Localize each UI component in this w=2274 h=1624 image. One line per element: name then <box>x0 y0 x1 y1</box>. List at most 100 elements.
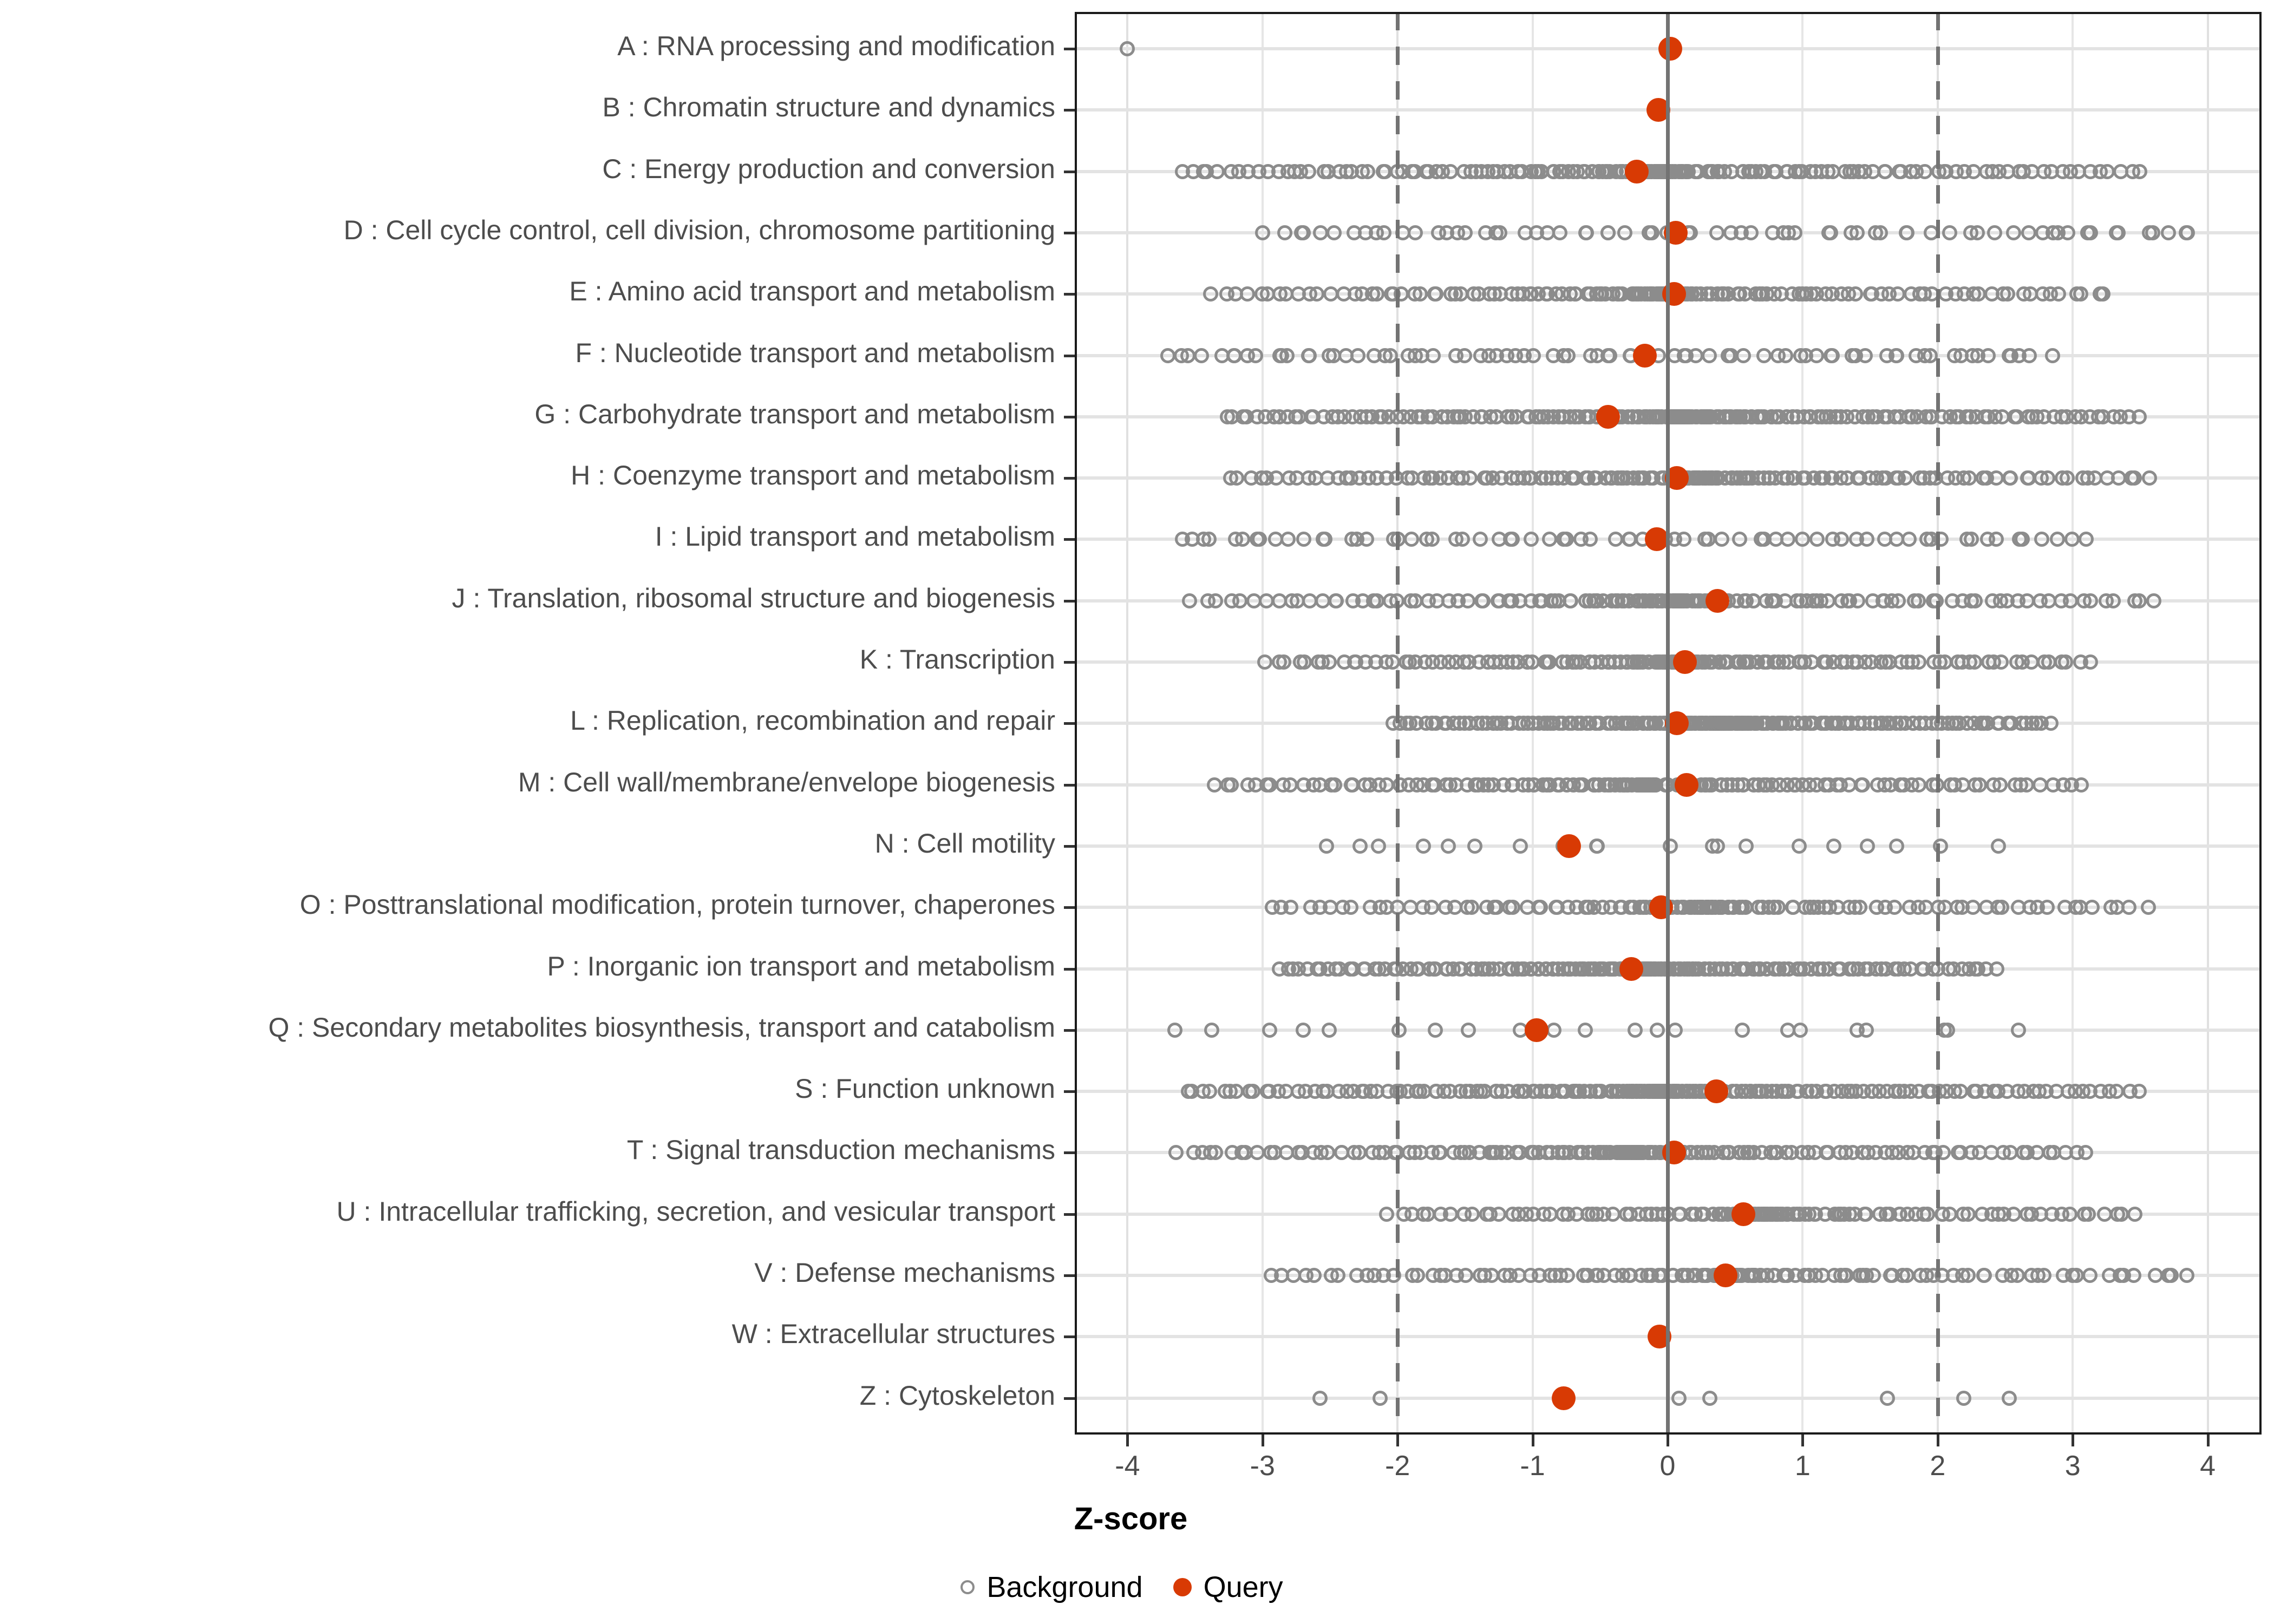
x-axis-tick-label: 2 <box>1930 1450 1946 1482</box>
background-point <box>1440 838 1456 854</box>
y-axis-tick-mark <box>1064 415 1075 418</box>
background-point <box>1734 1022 1750 1038</box>
background-point <box>1552 225 1568 240</box>
background-point <box>2127 470 2142 486</box>
x-axis-tick-mark <box>2072 1435 2075 1446</box>
background-point <box>1234 532 1250 547</box>
background-point <box>1970 225 1985 240</box>
query-point <box>1704 1079 1728 1104</box>
background-point <box>2050 532 2066 547</box>
x-axis-title: Z-score <box>1074 1501 1188 1536</box>
background-point <box>2105 593 2121 608</box>
background-point <box>1282 777 1298 793</box>
background-point <box>1467 838 1482 854</box>
background-point <box>1780 532 1796 547</box>
background-point <box>1513 838 1528 854</box>
background-point <box>1370 838 1386 854</box>
x-axis-tick-label: -3 <box>1250 1450 1275 1482</box>
x-axis-tick-label: -1 <box>1520 1450 1545 1482</box>
background-point <box>1866 1268 1881 1283</box>
background-point <box>1322 1022 1337 1038</box>
background-point <box>1578 225 1593 240</box>
background-point <box>1245 1084 1261 1099</box>
background-point <box>1428 286 1443 302</box>
background-point <box>1503 532 1519 547</box>
y-axis-tick-mark <box>1064 477 1075 480</box>
background-point <box>2060 225 2075 240</box>
background-point <box>1120 41 1135 56</box>
y-axis-tick-label: T : Signal transduction mechanisms <box>626 1135 1055 1165</box>
y-axis-tick-mark <box>1064 231 1075 234</box>
background-point <box>1206 777 1222 793</box>
x-axis-tick-mark <box>1396 1435 1400 1446</box>
background-point <box>1373 1390 1388 1406</box>
background-point <box>1989 961 2005 977</box>
query-point <box>1632 343 1657 368</box>
background-point <box>2009 1268 2025 1283</box>
background-point <box>1968 593 1983 608</box>
background-point <box>2110 225 2126 240</box>
background-point <box>1919 532 1935 547</box>
background-point <box>1407 225 1423 240</box>
y-axis-tick-label: H : Coenzyme transport and metabolism <box>571 460 1055 491</box>
background-point <box>1295 1022 1311 1038</box>
background-point <box>1526 348 1541 363</box>
background-point <box>1208 1145 1224 1161</box>
y-axis-tick-mark <box>1064 1397 1075 1400</box>
y-axis-tick-mark <box>1064 906 1075 909</box>
background-point <box>1461 1022 1476 1038</box>
chart-legend: Background Query <box>0 1567 2274 1604</box>
background-point <box>2039 900 2055 915</box>
background-point <box>1319 838 1335 854</box>
dashed-reference-line <box>1936 12 1940 1435</box>
background-point <box>2021 348 2037 363</box>
background-point <box>1847 286 1863 302</box>
y-axis-tick-mark <box>1064 1274 1075 1277</box>
background-point <box>2079 532 2094 547</box>
legend-label: Background <box>986 1570 1143 1603</box>
plot-panel <box>1075 12 2262 1435</box>
x-axis-tick-mark <box>1936 1435 1939 1446</box>
background-point <box>1991 838 2007 854</box>
background-point <box>2057 654 2073 670</box>
y-axis-tick-label: O : Posttranslational modification, prot… <box>299 889 1055 920</box>
background-point <box>1239 286 1255 302</box>
background-point <box>1321 654 1337 670</box>
background-point <box>2040 470 2056 486</box>
background-point <box>1280 532 1296 547</box>
background-point <box>1898 470 1913 486</box>
background-point <box>1977 1268 1992 1283</box>
legend-query-marker-icon <box>1173 1577 1192 1596</box>
background-point <box>1852 900 1868 915</box>
background-point <box>1560 348 1576 363</box>
background-point <box>1644 225 1659 240</box>
background-point <box>2126 1268 2142 1283</box>
background-point <box>1967 654 1983 670</box>
y-axis-tick-label: K : Transcription <box>859 644 1055 675</box>
background-point <box>2082 593 2098 608</box>
y-axis-tick-mark <box>1064 48 1075 50</box>
background-point <box>1306 1268 1322 1283</box>
background-point <box>1792 838 1807 854</box>
x-axis-tick-label: 1 <box>1794 1450 1811 1482</box>
background-point <box>1911 777 1927 793</box>
query-point <box>1619 957 1643 981</box>
background-point <box>1987 225 2002 240</box>
query-point <box>1557 834 1581 858</box>
background-point <box>2078 1145 2094 1161</box>
background-point <box>2082 225 2098 240</box>
y-axis-tick-mark <box>1064 170 1075 173</box>
y-axis-tick-mark <box>1064 293 1075 296</box>
background-point <box>1961 470 1977 486</box>
background-point <box>1378 777 1394 793</box>
background-point <box>1560 1268 1576 1283</box>
background-point <box>1351 1145 1367 1161</box>
background-point <box>1279 348 1295 363</box>
background-point <box>1702 348 1717 363</box>
background-point <box>1965 348 1981 363</box>
background-point <box>1181 593 1197 608</box>
background-point <box>1972 777 1988 793</box>
background-point <box>1464 1206 1480 1222</box>
y-axis-tick-label: N : Cell motility <box>874 828 1055 859</box>
background-point <box>1702 1390 1718 1406</box>
